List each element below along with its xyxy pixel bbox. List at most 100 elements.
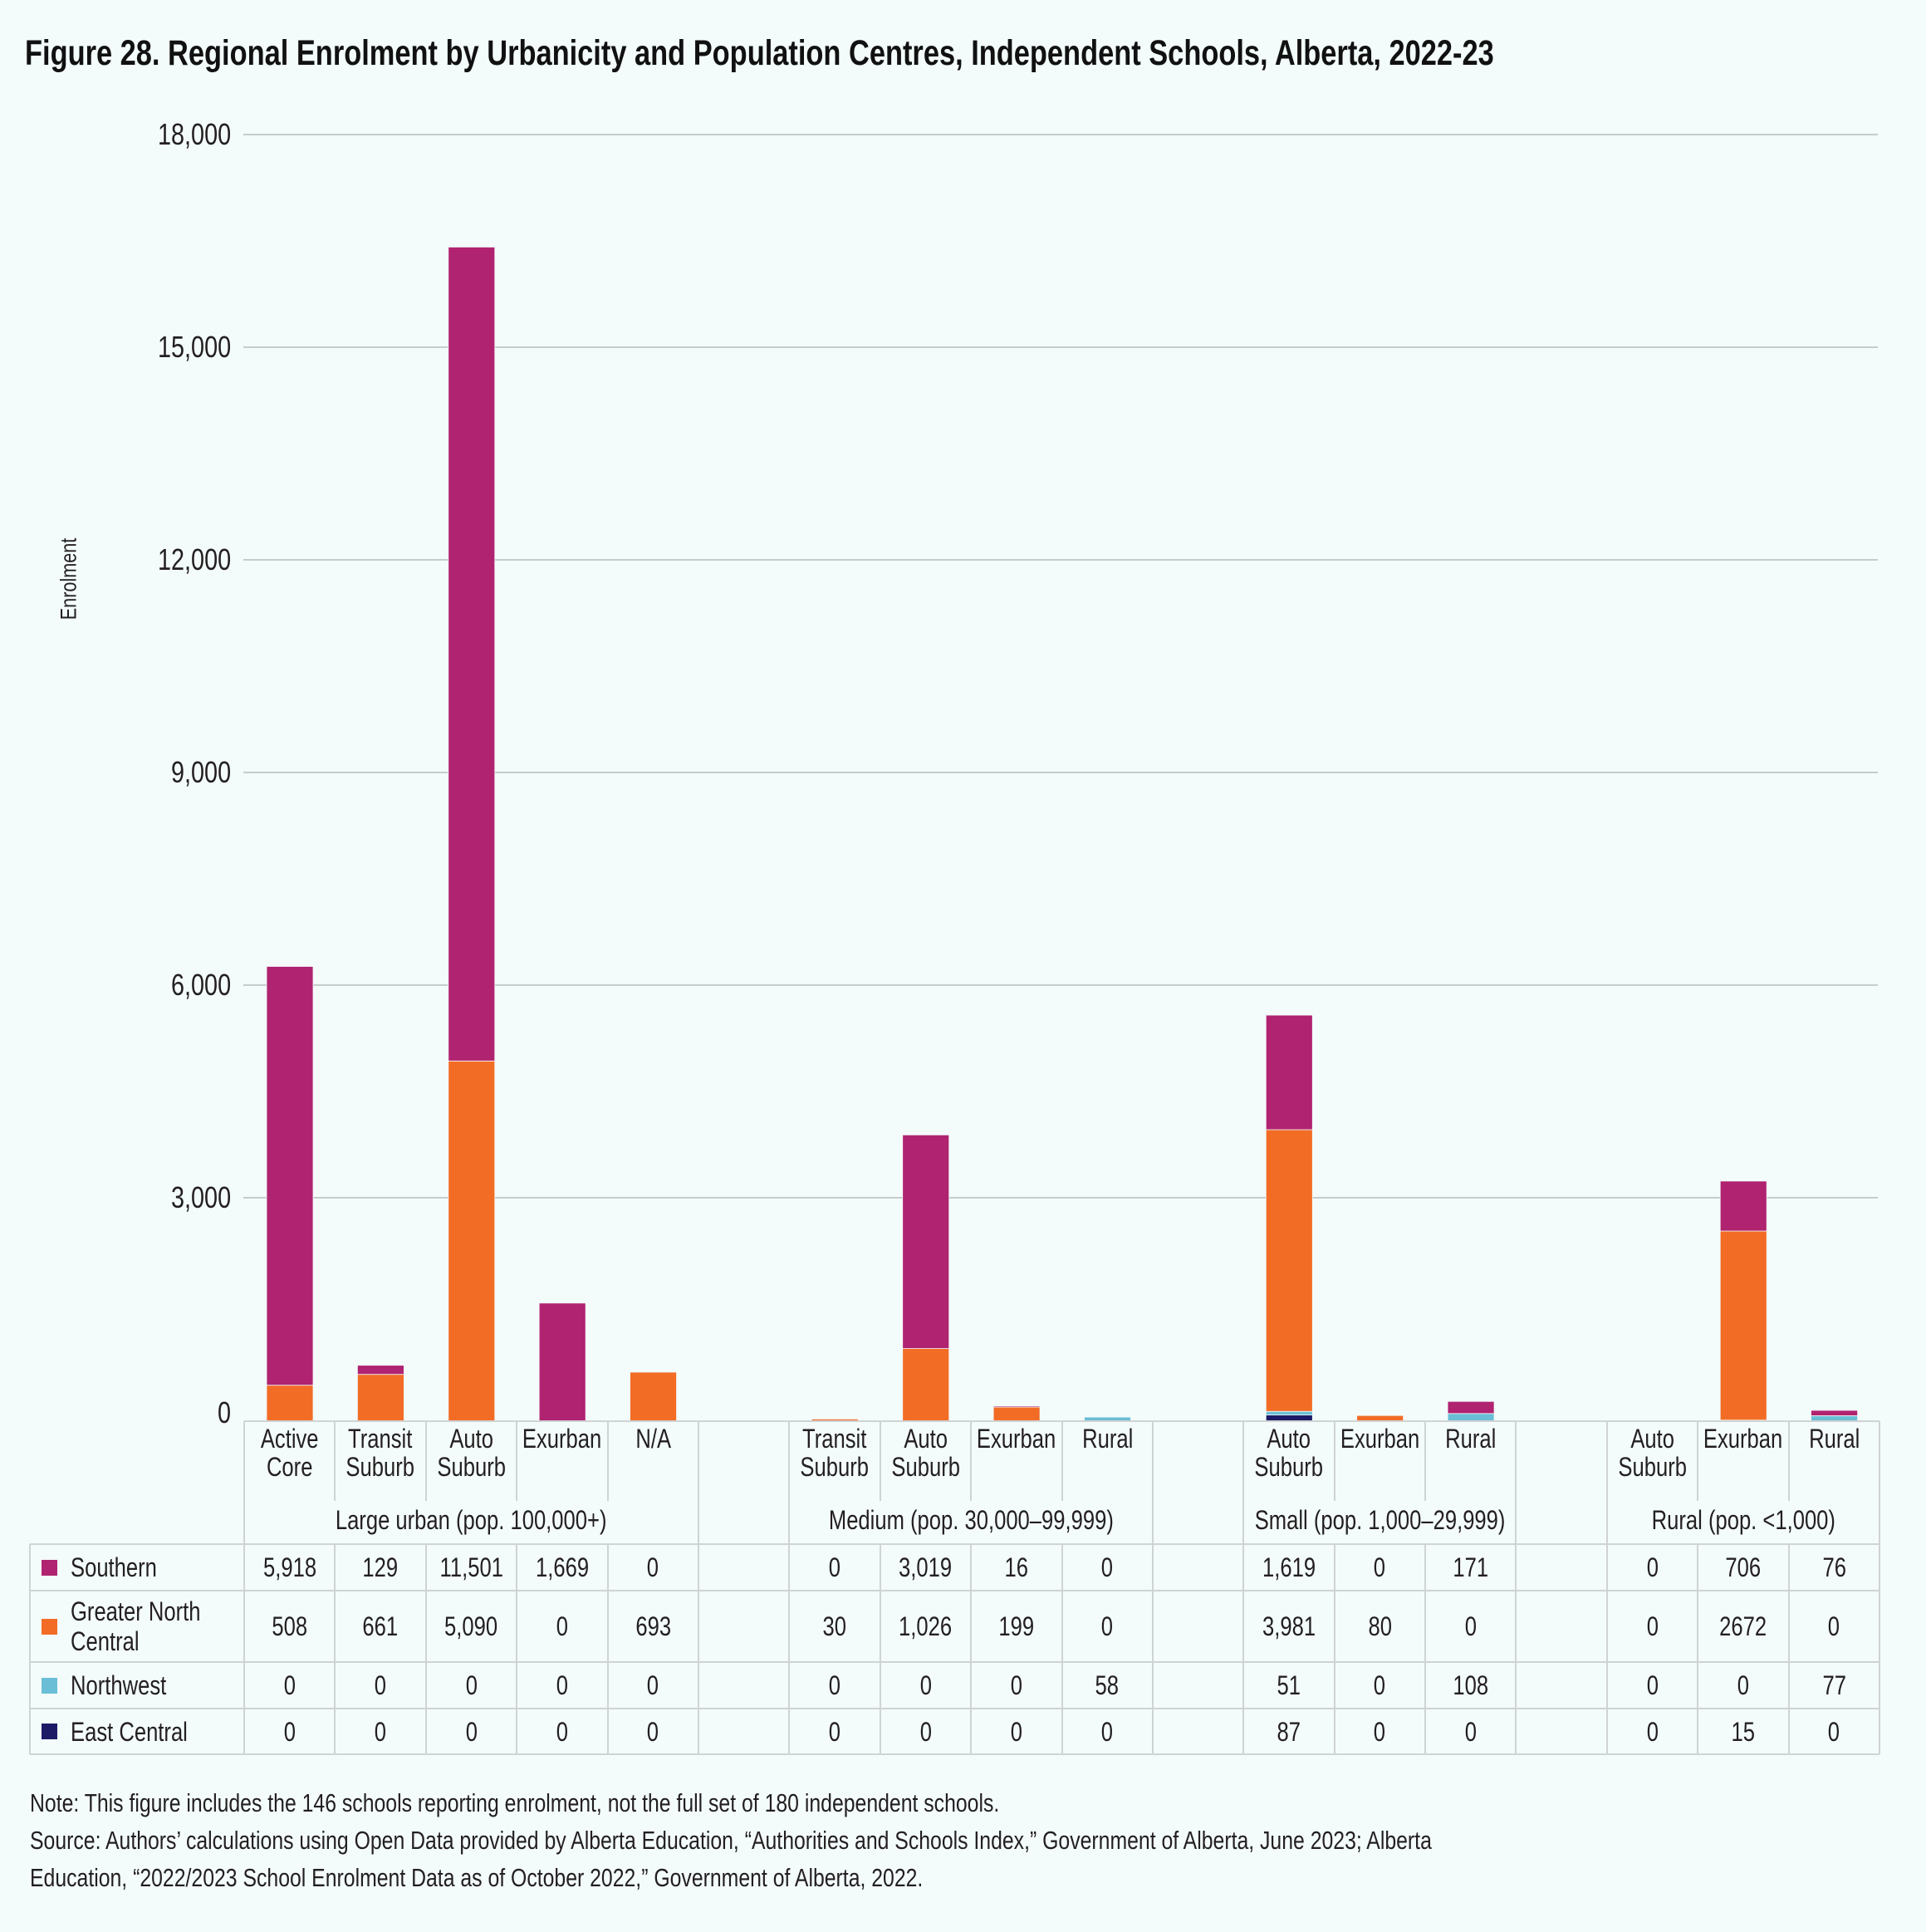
x-category-label: Transit Suburb: [800, 1424, 870, 1482]
chart-title: Figure 28. Regional Enrolment by Urbanic…: [25, 33, 1861, 74]
table-border: [1061, 1544, 1063, 1754]
x-category-label: Auto Suburb: [891, 1424, 960, 1482]
table-border: [788, 1421, 791, 1754]
table-border: [30, 1708, 1879, 1709]
table-value: 0: [1374, 1716, 1386, 1747]
bar-segment-southern: [356, 1365, 404, 1375]
table-value: 0: [1374, 1552, 1386, 1582]
table-value: 5,090: [444, 1611, 498, 1641]
table-border: [1515, 1421, 1517, 1754]
table-value: 0: [1737, 1670, 1750, 1700]
table-value: 0: [1464, 1611, 1477, 1641]
table-value: 0: [919, 1716, 932, 1747]
x-category-label: Active Core: [260, 1424, 319, 1482]
table-value: 199: [998, 1611, 1035, 1641]
y-tick-label: 15,000: [157, 330, 231, 364]
x-category-label: Exurban: [977, 1424, 1056, 1454]
table-value: 77: [1822, 1670, 1846, 1700]
table-border: [516, 1544, 518, 1754]
table-value: 5,918: [262, 1552, 316, 1582]
table-border: [1697, 1544, 1699, 1754]
x-group-label: Rural (pop. <1,000): [1651, 1505, 1835, 1535]
legend-swatch: [42, 1618, 57, 1635]
table-border: [1151, 1421, 1154, 1754]
bar-stack: [1811, 1410, 1859, 1422]
bar-segment-east-central: [1265, 1415, 1313, 1422]
bar-segment-greater-north-central: [1265, 1129, 1313, 1412]
bar-stack: [1356, 1415, 1404, 1422]
bar-segment-southern: [266, 966, 314, 1386]
table-border: [29, 1544, 31, 1754]
table-border: [30, 1543, 1879, 1545]
table-value: 0: [647, 1670, 659, 1700]
table-value: 1,026: [899, 1611, 953, 1641]
table-value: 0: [1374, 1670, 1386, 1700]
x-category-label: Exurban: [522, 1424, 602, 1454]
bar-segment-southern: [992, 1405, 1041, 1408]
table-value: 0: [556, 1716, 568, 1747]
table-value: 76: [1822, 1552, 1846, 1582]
table-border: [1242, 1421, 1245, 1754]
bar-segment-greater-north-central: [356, 1374, 404, 1422]
x-category-label: Exurban: [1703, 1424, 1783, 1454]
table-value: 11,501: [439, 1552, 503, 1582]
table-value: 0: [1828, 1611, 1840, 1641]
bar-segment-southern: [448, 247, 496, 1062]
bar-segment-southern: [1811, 1410, 1859, 1416]
table-value: 15: [1731, 1716, 1756, 1747]
bar-segment-northwest: [1447, 1413, 1495, 1422]
table-value: 2672: [1719, 1611, 1767, 1641]
bar-segment-southern: [1265, 1014, 1313, 1130]
notes: Note: This figure includes the 146 schoo…: [30, 1784, 1782, 1896]
bar-stack: [630, 1371, 677, 1422]
legend-swatch: [42, 1724, 57, 1739]
table-value: 0: [1464, 1716, 1477, 1747]
table-value: 0: [1646, 1670, 1659, 1700]
table-value: 0: [465, 1670, 478, 1700]
x-group-label: Large urban (pop. 100,000+): [336, 1505, 607, 1535]
bar-stack: [356, 1365, 404, 1422]
table-border: [1879, 1421, 1880, 1754]
table-value: 129: [362, 1552, 399, 1582]
bar-segment-greater-north-central: [902, 1348, 950, 1422]
table-border: [334, 1421, 336, 1501]
bar-segment-southern: [538, 1302, 586, 1422]
table-border: [1697, 1421, 1699, 1501]
legend-item: Greater North Central: [30, 1591, 244, 1662]
table-value: 58: [1095, 1670, 1120, 1700]
table-value: 108: [1453, 1670, 1489, 1700]
source-text-line-1: Source: Authors’ calculations using Open…: [30, 1826, 1432, 1855]
table-value: 661: [362, 1611, 399, 1641]
bar-segment-southern: [1719, 1180, 1767, 1232]
table-value: 0: [919, 1670, 932, 1700]
table-border: [879, 1544, 881, 1754]
table-value: 0: [828, 1552, 841, 1582]
table-border: [1333, 1421, 1335, 1501]
table-border: [879, 1421, 881, 1501]
table-value: 706: [1725, 1552, 1762, 1582]
table-value: 0: [1646, 1611, 1659, 1641]
bar-segment-greater-north-central: [811, 1419, 859, 1422]
table-value: 0: [647, 1716, 659, 1747]
bar-segment-greater-north-central: [1356, 1415, 1404, 1422]
table-value: 693: [635, 1611, 671, 1641]
table-border: [334, 1544, 336, 1754]
table-value: 0: [556, 1670, 568, 1700]
table-value: 0: [1101, 1552, 1114, 1582]
table-value: 0: [1646, 1716, 1659, 1747]
table-value: 0: [283, 1716, 296, 1747]
table-value: 30: [822, 1611, 847, 1641]
bar-stack: [1719, 1180, 1767, 1422]
legend-label: Southern: [71, 1552, 157, 1582]
table-border: [30, 1590, 1879, 1591]
x-category-label: Rural: [1445, 1424, 1497, 1454]
table-value: 3,019: [899, 1552, 953, 1582]
bar-stack: [1084, 1416, 1131, 1422]
table-border: [424, 1544, 427, 1754]
bar-segment-northwest: [1265, 1410, 1313, 1415]
y-tick-label: 6,000: [170, 968, 231, 1002]
table-border: [424, 1421, 427, 1501]
table-value: 0: [828, 1716, 841, 1747]
table-border: [516, 1421, 518, 1501]
bar-segment-northwest: [1811, 1415, 1859, 1422]
